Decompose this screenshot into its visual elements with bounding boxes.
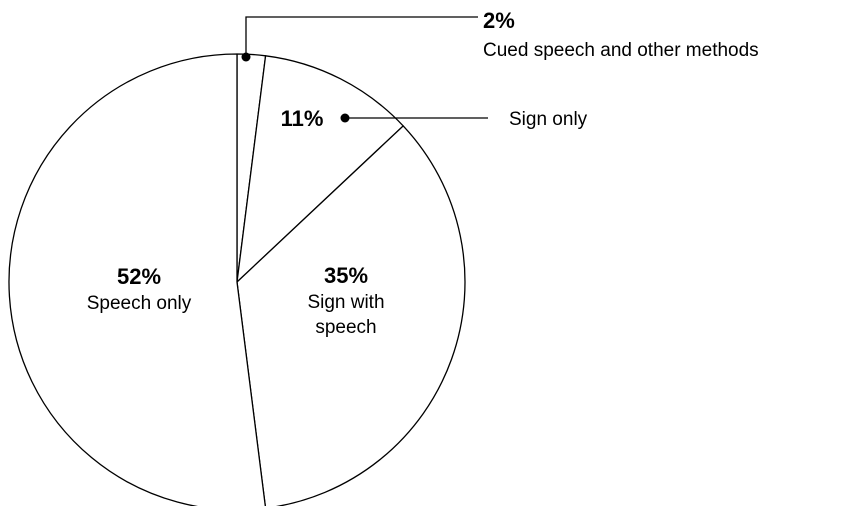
slice-label-sign-only: Sign only [509,109,588,130]
slice-label-cued-speech: Cued speech and other methods [483,40,759,61]
leader-cued-speech [241,16,478,62]
value-label-sign-with-speech: 35% [324,263,368,288]
value-label-speech-only: 52% [117,264,161,289]
value-label-sign-only: 11% [281,106,324,131]
leader-dot-sign-only [340,113,350,123]
slice-label-sign-with-speech-line2: speech [315,317,376,338]
leader-line-cued-speech [245,16,478,57]
pie-slice-speech-only [8,53,266,506]
leader-sign-only [340,113,488,123]
slice-label-sign-with-speech-line1: Sign with [307,292,384,313]
pie-slices [8,53,466,506]
pie-slice-sign-only [236,55,404,283]
leader-dot-cued-speech [241,52,251,62]
pie-slice-sign-with-speech [236,125,466,506]
slice-label-speech-only: Speech only [87,293,192,314]
value-label-cued-speech: 2% [483,8,515,33]
